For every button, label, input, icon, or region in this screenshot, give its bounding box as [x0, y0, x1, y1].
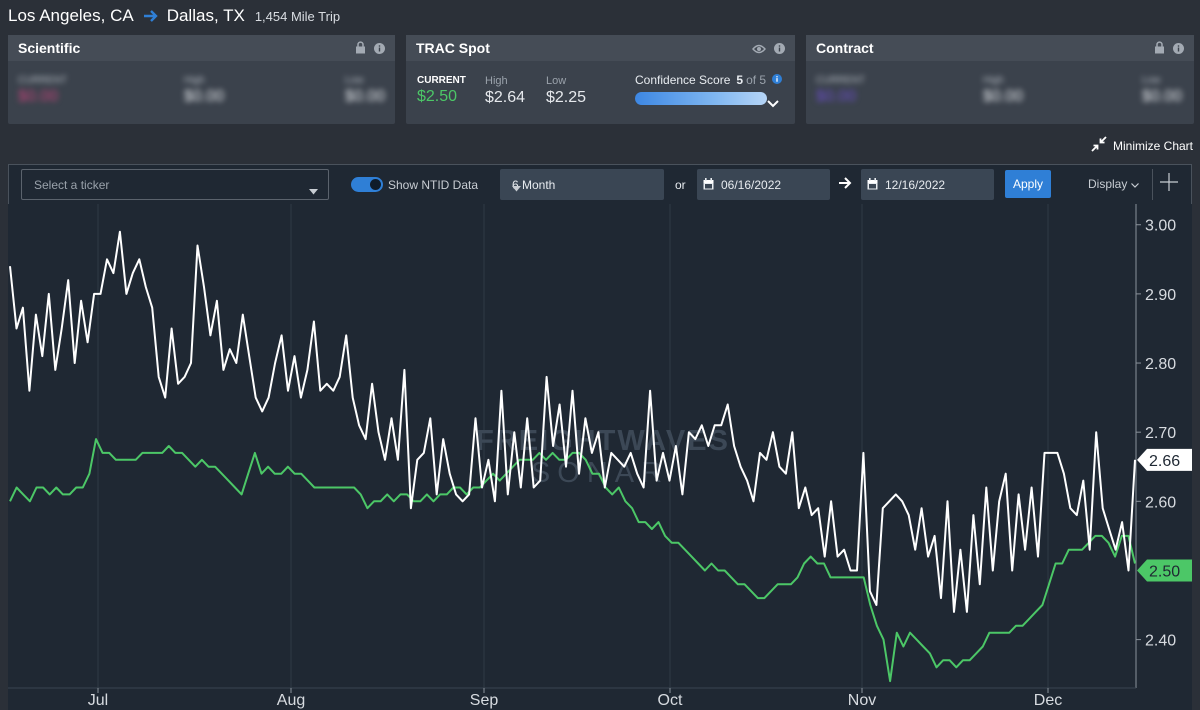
contract-current: CURRENT $0.00	[816, 75, 865, 105]
last-value-label: 2.50	[1149, 563, 1180, 580]
last-value-badge	[1137, 559, 1192, 582]
or-label: or	[675, 178, 686, 192]
ticker-select[interactable]	[21, 169, 329, 200]
route-header: Los Angeles, CA Dallas, TX 1,454 Mile Tr…	[8, 6, 340, 26]
contract-card: Contract CURRENT $0.00 High $0.00 Low $0…	[806, 35, 1194, 124]
x-tick-label: Jul	[88, 692, 108, 709]
y-tick-label: 2.60	[1145, 494, 1176, 511]
contract-low: Low $0.00	[1142, 75, 1183, 105]
x-tick-label: Nov	[848, 692, 876, 709]
y-tick-label: 3.00	[1145, 218, 1176, 235]
contract-title: Contract	[816, 40, 874, 56]
scientific-card: Scientific CURRENT $0.00 High $0.00 Low …	[8, 35, 395, 124]
lock-icon	[355, 41, 366, 59]
eye-icon[interactable]	[752, 41, 766, 59]
chevron-down-icon	[1131, 177, 1140, 191]
info-icon[interactable]	[774, 41, 785, 59]
ntid-toggle[interactable]	[351, 177, 383, 192]
crosshair-icon	[1160, 173, 1178, 196]
x-tick-label: Oct	[658, 692, 683, 709]
calendar-icon	[867, 178, 878, 193]
confidence-score: Confidence Score 5 of 5	[635, 73, 787, 108]
info-icon[interactable]	[772, 73, 783, 87]
period-select[interactable]: 6 Month	[500, 169, 664, 200]
arrow-right-icon	[838, 176, 852, 194]
trac-title: TRAC Spot	[416, 40, 490, 56]
minimize-icon	[1091, 136, 1107, 155]
trac-low: Low $2.25	[546, 75, 587, 106]
end-date-field[interactable]: 12/16/2022	[861, 169, 994, 200]
chevron-down-icon[interactable]	[767, 95, 779, 113]
minimize-chart-button[interactable]: Minimize Chart	[1091, 136, 1193, 155]
apply-button[interactable]: Apply	[1005, 170, 1051, 198]
scientific-title: Scientific	[18, 40, 81, 56]
y-tick-label: 2.80	[1145, 356, 1176, 373]
price-chart[interactable]: 3.00 2.90 2.80 2.70 2.60 2.40 Jul Aug Sep Oct Nov D…	[8, 204, 1192, 710]
route-arrow-icon	[143, 9, 159, 23]
caret-down-icon	[309, 182, 318, 200]
calendar-icon	[703, 178, 714, 193]
series-line	[9, 230, 1136, 613]
info-icon[interactable]	[1173, 41, 1184, 59]
scientific-high: High $0.00	[184, 75, 225, 105]
trac-current: CURRENT $2.50	[417, 75, 466, 105]
chart-toolbar: Show NTID Data 6 Month or 06/16/2022 12/…	[8, 164, 1192, 204]
last-value-badge	[1137, 448, 1192, 471]
lock-icon	[1154, 41, 1165, 59]
confidence-bar	[635, 92, 767, 105]
trip-distance: 1,454 Mile Trip	[254, 8, 341, 24]
origin-city: Los Angeles, CA	[8, 6, 134, 25]
contract-high: High $0.00	[983, 75, 1024, 105]
y-tick-label: 2.40	[1145, 633, 1176, 650]
x-tick-label: Aug	[277, 692, 305, 709]
ntid-label: Show NTID Data	[388, 178, 479, 192]
x-tick-label: Sep	[470, 692, 499, 709]
scientific-low: Low $0.00	[345, 75, 386, 105]
destination-city: Dallas, TX	[166, 6, 245, 25]
trac-high: High $2.64	[485, 75, 526, 106]
scientific-current: CURRENT $0.00	[18, 75, 67, 105]
ticker-input[interactable]	[22, 170, 328, 199]
y-tick-label: 2.70	[1145, 425, 1176, 442]
x-tick-label: Dec	[1034, 692, 1062, 709]
info-icon[interactable]	[374, 41, 385, 59]
start-date-field[interactable]: 06/16/2022	[697, 169, 830, 200]
caret-down-icon	[512, 181, 652, 195]
display-dropdown[interactable]: Display	[1088, 177, 1140, 191]
watermark-logo: SONAR	[531, 457, 669, 489]
chart-svg: 3.00 2.90 2.80 2.70 2.60 2.40 Jul Aug Sep Oct Nov D…	[8, 204, 1192, 709]
series-line	[9, 438, 1136, 683]
trac-spot-card: TRAC Spot CURRENT $2.50 High $2.64 Low $…	[406, 35, 795, 124]
y-tick-label: 2.90	[1145, 287, 1176, 304]
last-value-label: 2.66	[1149, 453, 1180, 470]
crosshair-button[interactable]	[1152, 169, 1185, 200]
